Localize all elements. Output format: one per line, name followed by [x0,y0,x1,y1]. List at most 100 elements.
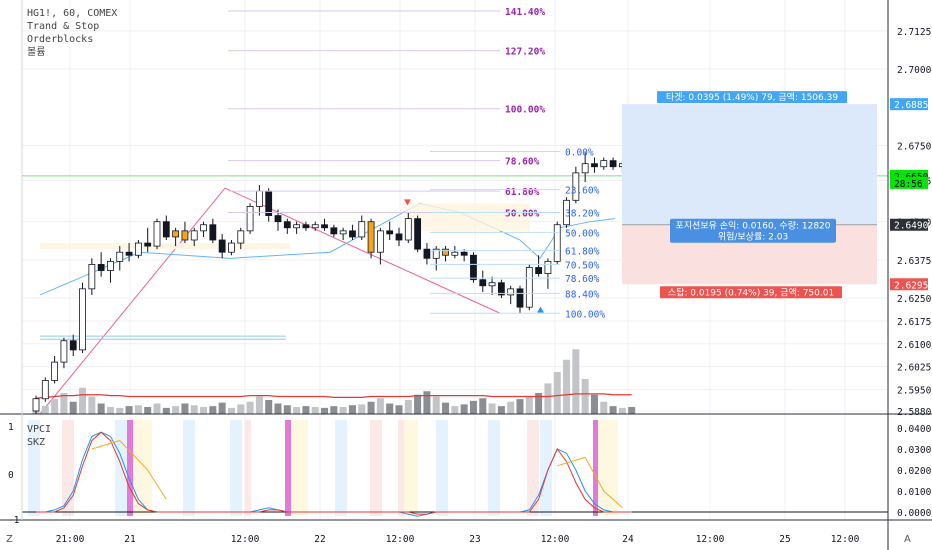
candle-body [544,260,552,274]
candle-body [591,163,598,168]
candle-body [116,251,124,262]
candle-body [349,230,356,238]
signal-band [598,420,618,516]
fib-level-label: 23.60% [565,186,600,197]
volume-bar [134,405,142,414]
candle-body [423,248,431,259]
price-axis-label: 28:56 [894,179,923,190]
auto-scale-button[interactable]: A [904,534,911,545]
candle-body [516,288,524,308]
time-tick-label: 12:00 [696,534,725,545]
price-tick-label: 2.6025 [897,363,931,374]
main-legend: HG1!, 60, COMEX Trand & Stop Orderblocks… [27,7,117,59]
candle-body [432,248,440,259]
candle-body [404,218,412,241]
volume-bar [618,407,626,414]
volume-bar [88,396,96,414]
candle-body [69,340,77,351]
target-label-box [657,91,847,104]
volume-bar [60,393,68,414]
candle-body [376,230,384,253]
volume-bar [339,407,347,414]
signal-band [230,420,242,516]
volume-bar [106,407,114,414]
volume-bar [488,403,496,414]
signal-band [436,420,448,516]
candle-body [600,160,608,168]
position-tool[interactable]: 타겟: 0.0395 (1.49%) 79, 금액: 1506.39 포지션보유 … [622,91,877,299]
candle-body [339,230,347,235]
symbol-label[interactable]: HG1!, 60, COMEX [27,8,118,19]
volume-bar [600,401,608,414]
volume-bar [51,399,59,414]
volume-bar [525,396,533,414]
sub-right-tick: 0.0200 [897,466,932,477]
candle-body [572,172,580,201]
target-zone [622,104,877,225]
candle-body [283,221,291,229]
candle-body [395,233,403,241]
fib-level-label: 61.80% [565,247,600,258]
candle-body [497,282,505,296]
volume-bar [516,399,524,414]
candle-body [172,230,180,238]
time-tick-label: 24 [622,534,634,545]
sub-indicator-label[interactable]: VPCI [27,424,52,435]
target-label: 타겟: 0.0395 (1.49%) 79, 금액: 1506.39 [666,91,838,103]
volume-bar [442,402,450,414]
candle-body [51,361,59,381]
sell-signal-marker [404,199,411,206]
zigzag-line [39,187,501,415]
volume-bar [274,403,282,414]
timezone-button[interactable]: Z [6,534,13,545]
indicator-label[interactable]: Trand & Stop [27,21,100,32]
candle-body [525,267,533,308]
price-axis-label-box [890,98,928,111]
volume-bar [255,396,263,414]
time-tick-label: 12:00 [541,534,570,545]
sub-legend: VPCI SKZ [27,423,51,449]
fib-level-label: 88.40% [565,289,600,300]
signal-band [245,420,251,516]
entry-label: 위험/보상률: 2.03 [718,232,788,243]
candle-body [41,380,49,400]
volume-bar [628,407,636,414]
candle-body [246,206,254,232]
fib-levels: 141.40% 127.20% 100.00% 78.60% 61.80% 50.00% 0… [228,7,605,320]
series-line-skz [36,431,632,515]
volume-bar [572,349,580,414]
volume-bar [181,403,189,414]
buy-signal-marker [537,306,544,313]
volume-bar [469,400,477,414]
candle-body [144,242,152,247]
indicator-label[interactable]: 볼륨 [27,47,46,58]
time-tick-label: 12:00 [831,534,860,545]
volume-bar [209,406,217,414]
signal-band [62,420,74,516]
price-axis-label-box [890,278,928,291]
signal-band [115,420,127,516]
fib-level-label: 50.00% [565,228,600,239]
volume-bar [144,407,152,414]
signal-line [91,440,167,500]
price-tick-label: 2.7125 [897,27,931,38]
candle-body [265,190,273,216]
price-axis-label-box [890,218,928,231]
stop-label: 스탑: 0.0195 (0.74%) 39, 금액: 750.01 [668,286,834,298]
entry-label-box [670,218,836,243]
indicator-label[interactable]: Orderblocks [27,34,94,45]
signal-band [398,420,404,516]
candle-body [237,230,245,244]
volume-bar [414,394,422,414]
candle-body [218,239,226,253]
price-axis-label-box [890,176,928,189]
sub-indicator-label[interactable]: SKZ [27,437,46,448]
volume-bar [237,404,245,414]
volume-bar [544,383,552,414]
candle-body [535,267,543,274]
squeeze-band [285,420,291,516]
candle-body [134,242,142,256]
volume-bar [227,407,235,414]
